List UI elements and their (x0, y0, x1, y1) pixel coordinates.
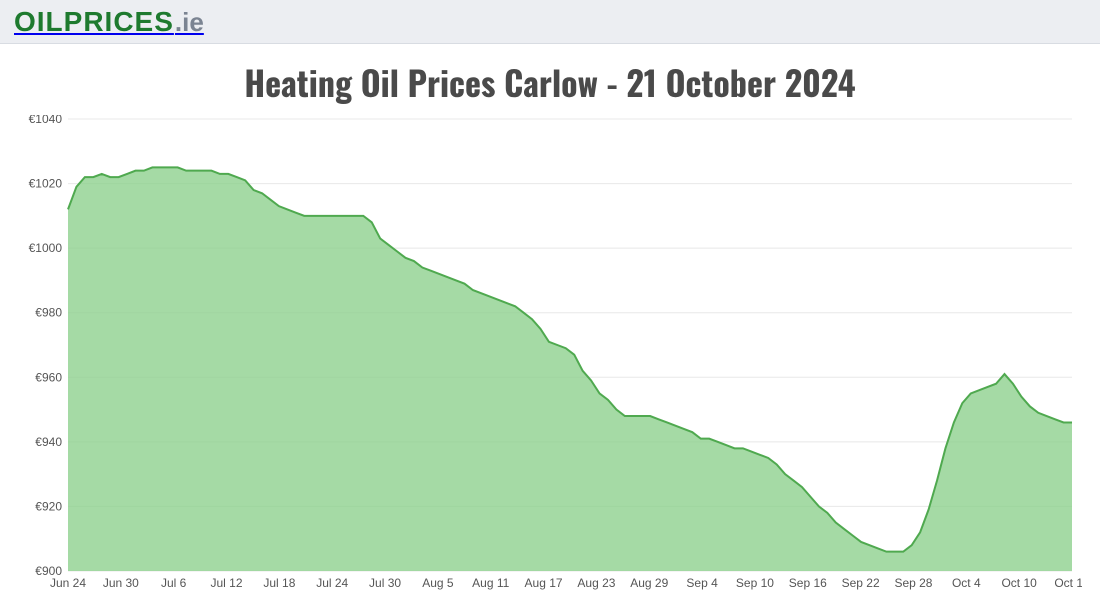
price-area (68, 167, 1072, 571)
y-tick-label: €980 (35, 306, 62, 320)
x-tick-label: Jun 24 (50, 576, 86, 590)
y-tick-label: €940 (35, 435, 62, 449)
x-tick-label: Sep 22 (842, 576, 880, 590)
x-tick-label: Aug 23 (577, 576, 615, 590)
logo-main-text: OILPRICES (14, 6, 174, 38)
x-tick-label: Jul 12 (211, 576, 243, 590)
x-tick-label: Sep 4 (686, 576, 718, 590)
y-tick-label: €920 (35, 499, 62, 513)
price-chart: €900€920€940€960€980€1000€1020€1040Jun 2… (18, 115, 1082, 595)
x-tick-label: Jul 24 (316, 576, 348, 590)
logo-link[interactable]: OILPRICES .ie (14, 6, 204, 38)
site-header: OILPRICES .ie (0, 0, 1100, 44)
chart-title: Heating Oil Prices Carlow - 21 October 2… (0, 56, 1100, 107)
x-tick-label: Sep 10 (736, 576, 774, 590)
x-tick-label: Sep 16 (789, 576, 827, 590)
x-tick-label: Jul 6 (161, 576, 187, 590)
x-tick-label: Oct 10 (1001, 576, 1037, 590)
y-tick-label: €1040 (29, 115, 63, 126)
y-tick-label: €1020 (29, 177, 63, 191)
logo-suffix-text: .ie (175, 7, 204, 38)
x-tick-label: Aug 17 (525, 576, 563, 590)
x-tick-label: Oct 16 (1054, 576, 1082, 590)
area-chart-svg: €900€920€940€960€980€1000€1020€1040Jun 2… (18, 115, 1082, 595)
x-tick-label: Jul 18 (263, 576, 295, 590)
x-tick-label: Oct 4 (952, 576, 981, 590)
x-tick-label: Aug 29 (630, 576, 668, 590)
x-tick-label: Aug 11 (472, 576, 509, 590)
x-tick-label: Jul 30 (369, 576, 401, 590)
y-tick-label: €960 (35, 370, 62, 384)
x-tick-label: Aug 5 (422, 576, 454, 590)
x-tick-label: Jun 30 (103, 576, 139, 590)
y-tick-label: €1000 (29, 241, 63, 255)
x-tick-label: Sep 28 (894, 576, 932, 590)
